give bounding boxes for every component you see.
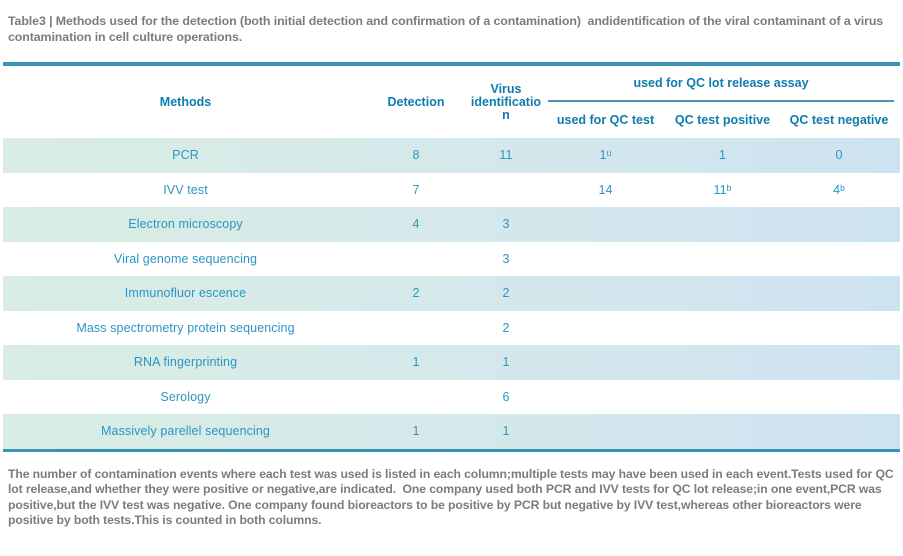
col-header-qc-test-negative: QC test negative [789, 113, 889, 127]
value-cell: 1 [502, 424, 510, 439]
table-row: PCR 8 11 1ᵘ 1 0 [3, 138, 900, 173]
method-cell: Massively parellel sequencing [101, 424, 270, 439]
table-header: Methods Detection Virus identificatio n … [3, 66, 900, 138]
value-cell: 2 [502, 286, 510, 301]
table-row: IVV test 7 14 11ᵇ 4ᵇ [3, 172, 900, 207]
method-cell: Electron microscopy [128, 217, 243, 232]
method-cell: IVV test [163, 182, 208, 197]
data-table: Methods Detection Virus identificatio n … [3, 62, 900, 452]
table-body: PCR 8 11 1ᵘ 1 0 IVV test 7 14 11ᵇ 4ᵇ Electron micro… [3, 138, 900, 449]
col-group-header-qc-lot-release-assay: used for QC lot release assay [548, 66, 894, 102]
value-cell: 3 [502, 217, 510, 232]
value-cell: 3 [502, 251, 510, 266]
table-row: Serology 6 [3, 379, 900, 414]
value-cell: 0 [835, 148, 843, 163]
value-cell: 4ᵇ [833, 182, 845, 197]
value-cell: 11 [499, 148, 513, 163]
method-cell: Immunofluor escence [124, 286, 247, 301]
table-row: Massively parellel sequencing 1 1 [3, 414, 900, 449]
table-footnote: The number of contamination events where… [8, 466, 897, 528]
value-cell: 2 [412, 286, 420, 301]
value-cell: 11ᵇ [713, 182, 732, 197]
table-row: Immunofluor escence 2 2 [3, 276, 900, 311]
value-cell: 1 [718, 148, 727, 163]
value-cell: 8 [412, 148, 420, 163]
value-cell: 1ᵘ [599, 148, 612, 163]
col-header-used-for-qc-test: used for QC test [556, 113, 655, 127]
table-row: Mass spectrometry protein sequencing 2 [3, 310, 900, 345]
table-row: RNA fingerprinting 1 1 [3, 345, 900, 380]
col-header-virus-identification: Virus identificatio n [470, 81, 542, 122]
col-header-methods: Methods [159, 95, 212, 109]
value-cell: 1 [412, 355, 420, 370]
value-cell: 2 [502, 320, 510, 335]
value-cell: 14 [598, 182, 613, 197]
value-cell: 1 [502, 355, 510, 370]
value-cell: 4 [412, 217, 420, 232]
method-cell: Mass spectrometry protein sequencing [76, 320, 295, 335]
method-cell: Viral genome sequencing [113, 251, 258, 266]
page: Table3 | Methods used for the detection … [0, 14, 903, 556]
value-cell: 7 [412, 182, 420, 197]
col-header-detection: Detection [387, 95, 445, 109]
table-row: Viral genome sequencing 3 [3, 241, 900, 276]
method-cell: PCR [172, 148, 199, 163]
value-cell: 1 [412, 424, 420, 439]
value-cell: 6 [502, 389, 510, 404]
col-header-qc-test-positive: QC test positive [674, 113, 771, 127]
table-caption: Table3 | Methods used for the detection … [8, 14, 887, 44]
table-row: Electron microscopy 4 3 [3, 207, 900, 242]
method-cell: Serology [160, 389, 211, 404]
method-cell: RNA fingerprinting [133, 355, 238, 370]
